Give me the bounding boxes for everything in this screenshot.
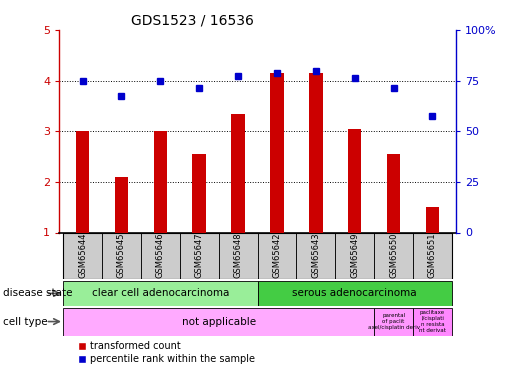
Text: GSM65646: GSM65646	[156, 232, 165, 278]
Text: GDS1523 / 16536: GDS1523 / 16536	[131, 13, 253, 27]
Bar	[413, 308, 452, 336]
Text: not applicable: not applicable	[182, 316, 255, 327]
Bar	[374, 308, 413, 336]
Bar	[63, 281, 258, 306]
Bar	[270, 73, 284, 232]
Text: GSM65650: GSM65650	[389, 232, 398, 278]
Text: disease state: disease state	[3, 288, 72, 298]
Bar	[231, 114, 245, 232]
Bar	[219, 232, 258, 279]
Bar	[335, 232, 374, 279]
Bar	[425, 207, 439, 232]
Text: GSM65645: GSM65645	[117, 232, 126, 278]
Bar	[193, 154, 206, 232]
Bar	[309, 73, 322, 232]
Bar	[63, 232, 102, 279]
Bar	[115, 177, 128, 232]
Bar	[102, 232, 141, 279]
Bar	[296, 232, 335, 279]
Text: cell type: cell type	[3, 316, 47, 327]
Bar	[153, 131, 167, 232]
Bar	[387, 154, 400, 232]
Text: parental
of paclit
axel/cisplatin deriv: parental of paclit axel/cisplatin deriv	[368, 313, 420, 330]
Text: serous adenocarcinoma: serous adenocarcinoma	[293, 288, 417, 298]
Legend: transformed count, percentile rank within the sample: transformed count, percentile rank withi…	[74, 338, 259, 368]
Bar	[258, 232, 296, 279]
Bar	[348, 129, 362, 232]
Bar	[76, 131, 90, 232]
Text: paclitaxe
l/cisplati
n resista
nt derivat: paclitaxe l/cisplati n resista nt deriva…	[419, 310, 446, 333]
Text: clear cell adenocarcinoma: clear cell adenocarcinoma	[92, 288, 229, 298]
Bar	[374, 232, 413, 279]
Bar	[258, 281, 452, 306]
Bar	[180, 232, 219, 279]
Bar	[413, 232, 452, 279]
Text: GSM65651: GSM65651	[428, 232, 437, 278]
Bar	[63, 308, 374, 336]
Text: GSM65642: GSM65642	[272, 232, 281, 278]
Text: GSM65649: GSM65649	[350, 232, 359, 278]
Text: GSM65644: GSM65644	[78, 232, 87, 278]
Text: GSM65647: GSM65647	[195, 232, 204, 278]
Text: GSM65648: GSM65648	[234, 232, 243, 278]
Bar	[141, 232, 180, 279]
Text: GSM65643: GSM65643	[311, 232, 320, 278]
